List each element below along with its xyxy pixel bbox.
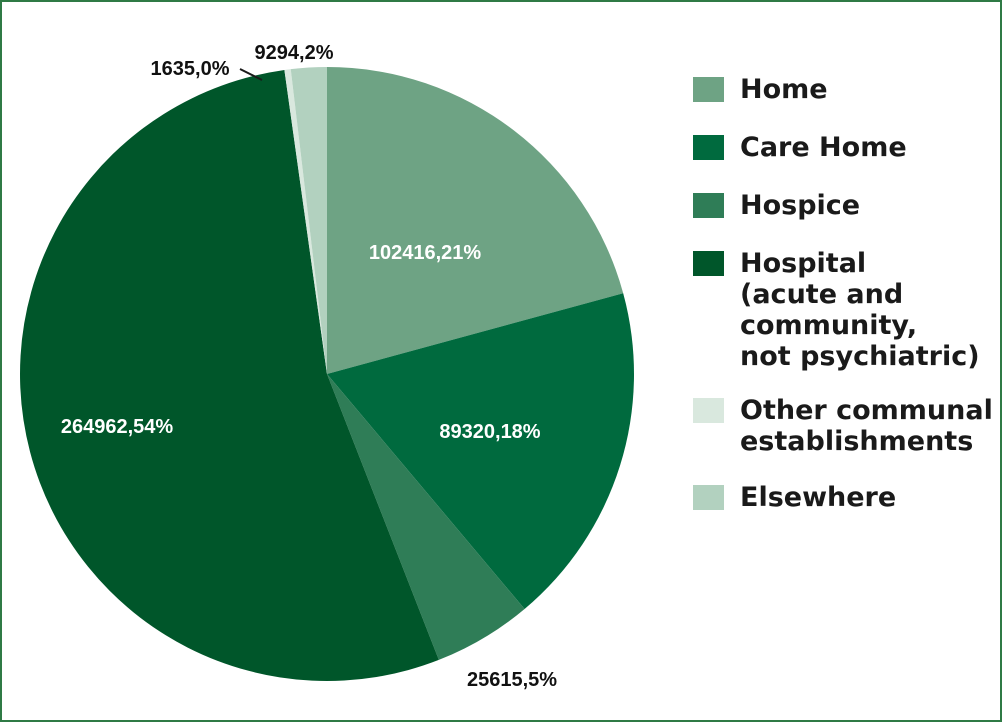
legend-item-home: Home — [693, 74, 993, 105]
pie-data-labels: 102416,21% 89320,18% 25615,5% 264962,54% 163… — [61, 42, 557, 691]
legend: Home Care Home Hospice Hospital (acute a… — [693, 74, 993, 540]
legend-swatch-elsewhere — [693, 485, 724, 510]
legend-swatch-other-communal — [693, 398, 724, 423]
legend-item-elsewhere: Elsewhere — [693, 482, 993, 513]
pie-slice-home — [327, 67, 624, 374]
pie-slice-other-communal — [284, 69, 327, 375]
data-label-hospital: 264962,54% — [61, 416, 174, 438]
legend-swatch-hospital — [693, 251, 724, 276]
pie-slice-elsewhere — [290, 67, 327, 374]
legend-label-elsewhere: Elsewhere — [740, 482, 897, 513]
data-label-hospice: 25615,5% — [467, 669, 557, 691]
data-label-care-home: 89320,18% — [439, 421, 540, 443]
pie-slice-hospital — [20, 69, 439, 681]
pie-slice-hospice — [327, 374, 525, 660]
legend-item-care-home: Care Home — [693, 132, 993, 163]
legend-item-hospice: Hospice — [693, 190, 993, 221]
leader-line — [239, 68, 263, 81]
legend-swatch-home — [693, 77, 724, 102]
legend-item-other-communal: Other communal establishments — [693, 395, 993, 457]
legend-label-hospital: Hospital (acute and community, not psych… — [740, 248, 980, 372]
legend-item-hospital: Hospital (acute and community, not psych… — [693, 248, 993, 372]
legend-label-care-home: Care Home — [740, 132, 907, 163]
pie-slice-care-home — [327, 293, 635, 609]
data-label-elsewhere: 9294,2% — [255, 42, 334, 64]
data-label-other-communal: 1635,0% — [151, 58, 230, 80]
legend-swatch-hospice — [693, 193, 724, 218]
legend-label-hospice: Hospice — [740, 190, 861, 221]
pie-slices — [20, 67, 635, 681]
legend-label-other-communal: Other communal establishments — [740, 395, 993, 457]
legend-label-home: Home — [740, 74, 828, 105]
data-label-home: 102416,21% — [369, 242, 482, 264]
legend-swatch-care-home — [693, 135, 724, 160]
